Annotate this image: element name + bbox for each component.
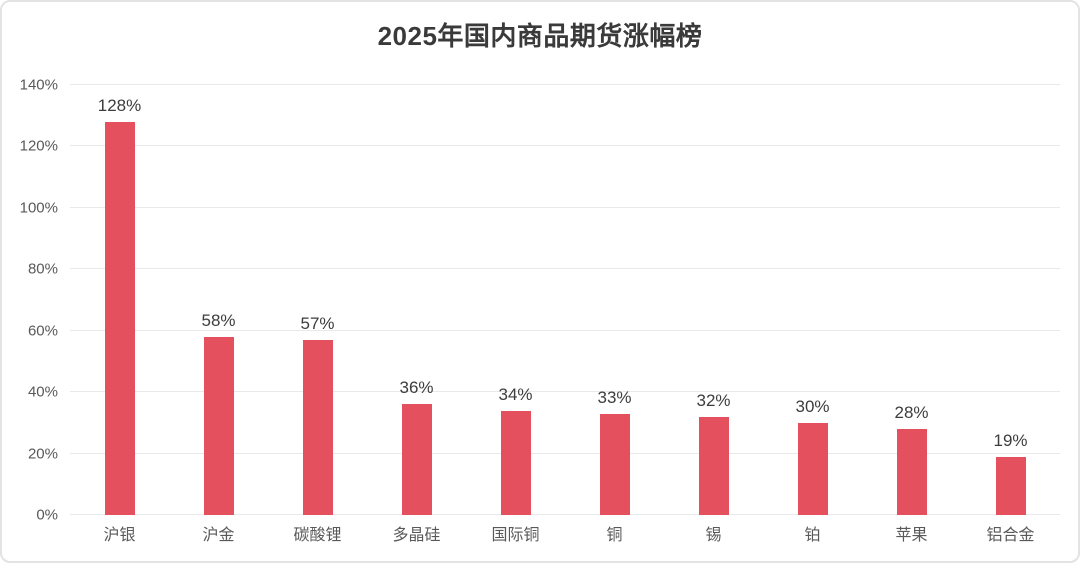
bar <box>599 413 630 515</box>
bar-value-label: 33% <box>597 387 632 407</box>
x-tick-label: 国际铜 <box>491 527 540 544</box>
y-tick-label: 80% <box>27 260 58 278</box>
gridline <box>70 391 1060 393</box>
bar-value-label: 58% <box>201 310 236 330</box>
bar-value-label: 36% <box>399 378 434 398</box>
bar <box>401 404 432 515</box>
bar-value-label: 34% <box>498 384 533 404</box>
bar-column: 28% <box>862 85 961 515</box>
y-tick-label: 140% <box>19 76 58 94</box>
gridline <box>70 84 1060 85</box>
x-tick-label: 沪银 <box>103 527 136 544</box>
chart-title: 2025年国内商品期货涨幅榜 <box>377 21 703 51</box>
gridline <box>70 452 1060 454</box>
gridline <box>70 514 1060 515</box>
bar-value-label: 32% <box>696 390 731 410</box>
bar <box>104 121 135 515</box>
bar-value-label: 128% <box>97 95 142 115</box>
y-tick-label: 100% <box>19 199 58 217</box>
y-tick-label: 40% <box>27 383 58 401</box>
x-tick-label: 碳酸锂 <box>293 527 342 544</box>
gridline <box>70 329 1060 331</box>
bar-column: 57% <box>268 85 367 515</box>
bar <box>995 456 1026 515</box>
bar-column: 36% <box>367 85 466 515</box>
bar <box>302 339 333 515</box>
bar-value-label: 57% <box>300 313 335 333</box>
bar-value-label: 30% <box>795 396 830 416</box>
bar-column: 32% <box>664 85 763 515</box>
bar <box>203 336 234 515</box>
y-tick-label: 120% <box>19 137 58 155</box>
x-axis-labels: 沪银 沪金 碳酸锂 多晶硅 国际铜 铜 锡 铂 苹果 铝合金 <box>70 526 1060 545</box>
x-tick-label: 铜 <box>606 527 623 544</box>
bar <box>698 416 729 515</box>
y-tick-label: 60% <box>27 322 58 340</box>
gridline <box>70 145 1060 147</box>
x-tick-label: 锡 <box>705 527 722 544</box>
bar-column: 128% <box>70 85 169 515</box>
plot-area: 0% 20% 40% 60% 80% 100% 120% 140% 128% 58% 57% 36%… <box>20 78 1060 523</box>
bar <box>500 410 531 515</box>
bar-column: 58% <box>169 85 268 515</box>
x-tick-label: 沪金 <box>202 527 235 544</box>
y-tick-label: 20% <box>27 445 58 463</box>
gridline <box>70 268 1060 270</box>
x-tick-label: 苹果 <box>895 527 928 544</box>
bar-column: 30% <box>763 85 862 515</box>
gridline <box>70 206 1060 208</box>
bar-value-label: 28% <box>894 403 929 422</box>
bar-value-label: 19% <box>993 430 1028 450</box>
x-tick-label: 多晶硅 <box>392 527 441 544</box>
y-tick-label: 0% <box>36 506 58 524</box>
bar-column: 34% <box>466 85 565 515</box>
x-tick-label: 铂 <box>804 527 821 544</box>
bar-column: 33% <box>565 85 664 515</box>
bar-series: 128% 58% 57% 36% 34% 33% 32% 30% 28% 19% <box>70 85 1060 515</box>
bar <box>797 422 828 515</box>
x-tick-label: 铝合金 <box>986 527 1035 544</box>
bar-column: 19% <box>961 85 1060 515</box>
bar <box>896 429 927 515</box>
